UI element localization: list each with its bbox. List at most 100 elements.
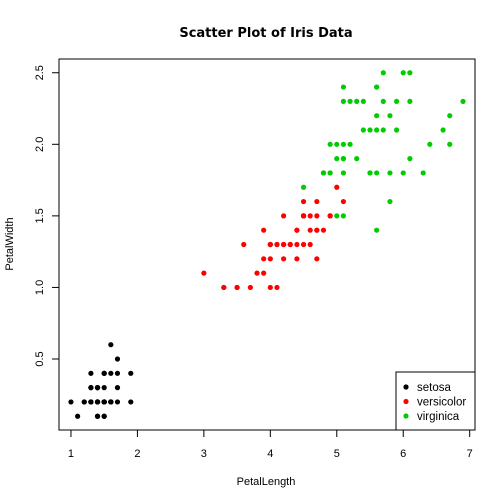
point-virginica <box>367 127 373 133</box>
point-setosa <box>94 385 101 391</box>
point-versicolor <box>314 227 320 233</box>
point-virginica <box>327 141 333 147</box>
point-setosa <box>94 413 101 419</box>
point-versicolor <box>314 256 320 262</box>
point-setosa <box>88 385 94 391</box>
point-versicolor <box>320 227 327 233</box>
point-versicolor <box>201 270 207 276</box>
point-setosa <box>108 399 114 405</box>
x-tick-label: 7 <box>467 448 473 460</box>
legend-label-setosa: setosa <box>417 382 451 394</box>
point-virginica <box>334 213 340 219</box>
point-virginica <box>340 141 347 147</box>
point-virginica <box>374 113 380 119</box>
point-versicolor <box>300 241 307 248</box>
point-virginica <box>440 127 446 133</box>
point-virginica <box>300 184 307 190</box>
point-versicolor <box>281 213 287 219</box>
x-axis-label: PetalLength <box>237 476 296 488</box>
point-virginica <box>340 156 347 162</box>
point-virginica <box>334 156 340 162</box>
point-virginica <box>360 98 366 104</box>
point-setosa <box>108 342 114 348</box>
point-versicolor <box>241 241 247 248</box>
point-setosa <box>128 399 134 405</box>
point-setosa <box>114 356 121 362</box>
point-versicolor <box>261 227 267 233</box>
point-virginica <box>340 98 347 104</box>
point-virginica <box>347 141 353 147</box>
point-virginica <box>374 127 380 133</box>
point-versicolor <box>334 184 340 190</box>
point-setosa <box>114 370 121 376</box>
point-versicolor <box>327 213 333 219</box>
point-setosa <box>108 370 114 376</box>
point-versicolor <box>294 256 300 262</box>
point-versicolor <box>267 284 273 291</box>
x-tick-label: 4 <box>267 448 273 460</box>
point-virginica <box>387 113 393 119</box>
point-virginica <box>374 227 380 233</box>
point-versicolor <box>234 284 240 291</box>
legend-label-versicolor: versicolor <box>417 397 466 409</box>
point-versicolor <box>287 241 293 248</box>
point-virginica <box>400 170 406 176</box>
point-virginica <box>447 141 453 147</box>
point-versicolor <box>247 284 253 291</box>
point-versicolor <box>267 256 273 262</box>
point-virginica <box>327 170 333 176</box>
point-virginica <box>393 127 400 133</box>
point-versicolor <box>300 213 307 219</box>
point-versicolor <box>294 241 300 248</box>
point-virginica <box>320 170 327 176</box>
point-versicolor <box>254 270 260 276</box>
point-setosa <box>101 370 107 376</box>
y-tick-label: 2.5 <box>34 65 46 80</box>
point-virginica <box>347 98 353 104</box>
point-versicolor <box>314 213 320 219</box>
point-versicolor <box>314 198 320 205</box>
point-versicolor <box>300 198 307 205</box>
point-setosa <box>88 370 94 376</box>
y-tick-label: 0.5 <box>34 351 46 366</box>
point-setosa <box>68 399 74 405</box>
point-setosa <box>101 413 107 419</box>
x-tick-label: 1 <box>68 448 74 460</box>
point-versicolor <box>307 227 313 233</box>
point-setosa <box>101 385 107 391</box>
y-axis-label: PetalWidth <box>4 217 16 270</box>
x-axis: 1 2 3 4 5 6 7 <box>68 429 473 460</box>
legend-marker-virginica <box>403 413 409 419</box>
point-virginica <box>374 170 380 176</box>
point-versicolor <box>294 227 300 233</box>
point-versicolor <box>274 241 280 248</box>
point-virginica <box>460 98 466 104</box>
point-virginica <box>420 170 426 176</box>
point-virginica <box>407 98 413 104</box>
point-versicolor <box>261 256 267 262</box>
point-virginica <box>393 98 400 104</box>
point-virginica <box>380 98 386 104</box>
point-versicolor <box>274 284 280 291</box>
point-setosa <box>75 413 81 419</box>
x-tick-label: 3 <box>201 448 207 460</box>
point-virginica <box>340 84 347 90</box>
point-virginica <box>367 170 373 176</box>
y-axis: 0.5 1.0 1.5 2.0 2.5 <box>34 65 60 367</box>
point-virginica <box>407 156 413 162</box>
x-tick-label: 6 <box>400 448 406 460</box>
point-setosa <box>88 399 94 405</box>
point-virginica <box>447 113 453 119</box>
point-virginica <box>374 84 380 90</box>
point-setosa <box>101 399 107 405</box>
data-points <box>68 70 466 419</box>
point-versicolor <box>307 213 313 219</box>
x-tick-label: 2 <box>134 448 140 460</box>
point-virginica <box>360 127 366 133</box>
point-virginica <box>400 70 406 76</box>
point-virginica <box>340 213 347 219</box>
point-setosa <box>128 370 134 376</box>
y-tick-label: 1.0 <box>34 280 46 295</box>
legend-box <box>395 371 476 431</box>
